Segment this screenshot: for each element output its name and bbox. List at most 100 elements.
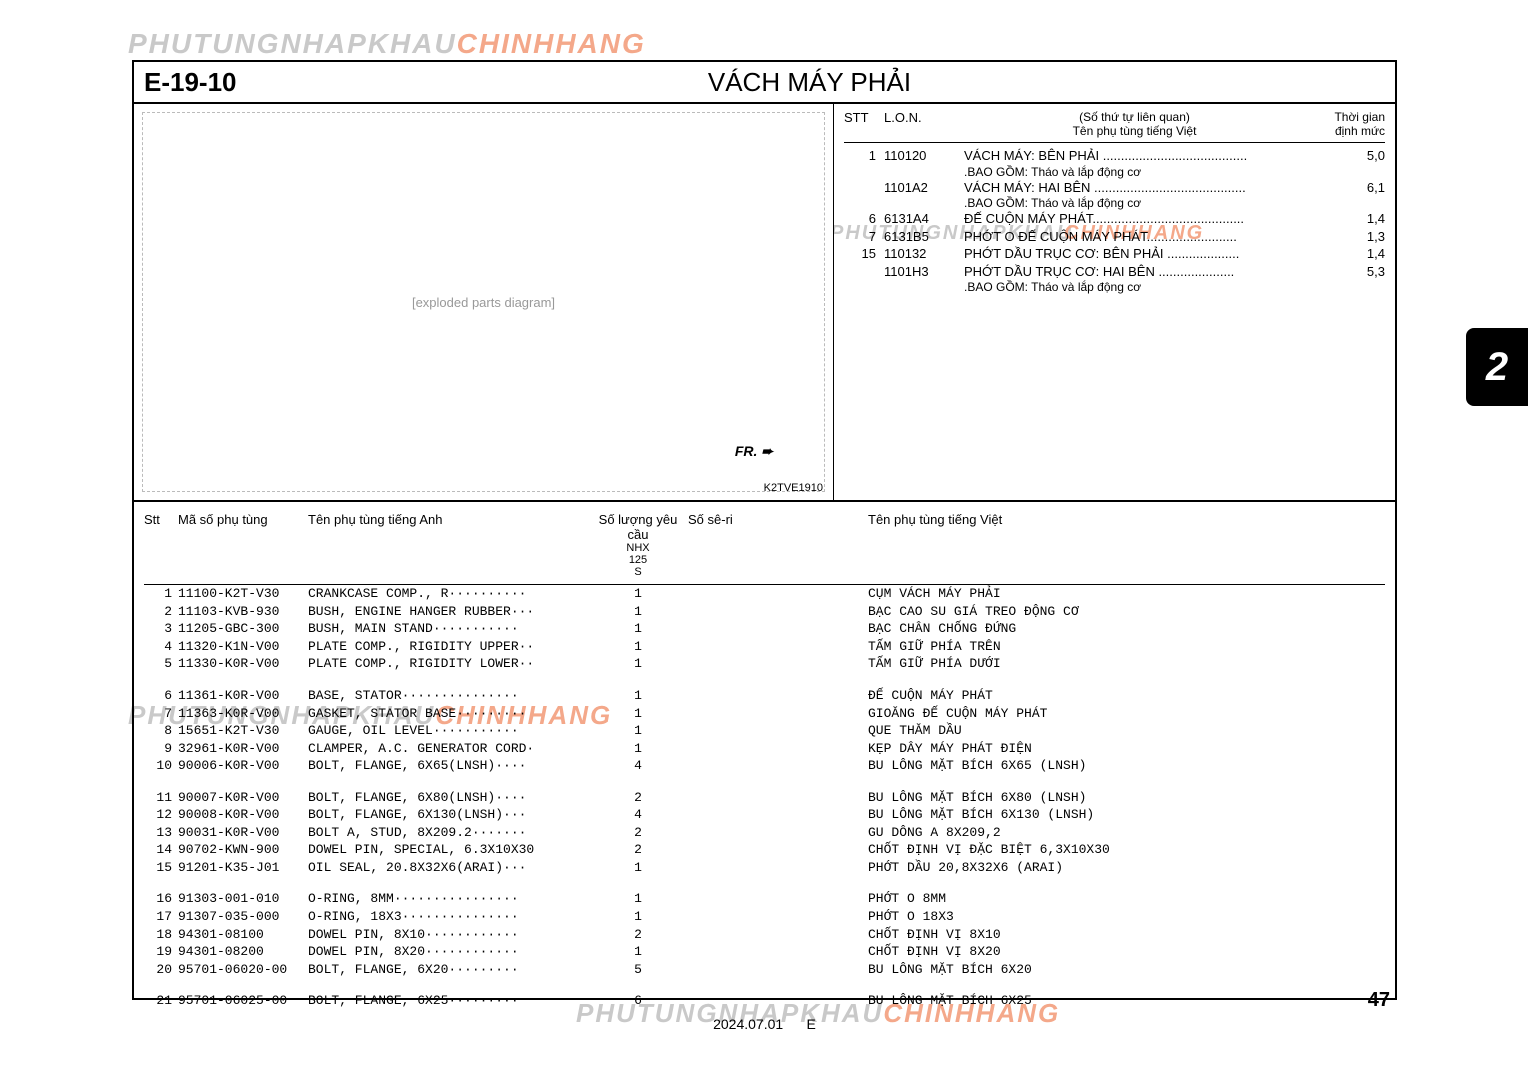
pr-stt: 5 <box>144 655 178 673</box>
pr-vn: PHỚT O 8MM <box>868 890 1385 908</box>
ref-row: 1101A2VÁCH MÁY: HAI BÊN ................… <box>844 179 1385 197</box>
ref-row: 1101H3PHỚT DẦU TRỤC CƠ: HAI BÊN ........… <box>844 263 1385 281</box>
pr-vn: BU LÔNG MẶT BÍCH 6X130 (LNSH) <box>868 806 1385 824</box>
pr-pn: 15651-K2T-V30 <box>178 722 308 740</box>
pr-serial <box>688 585 868 603</box>
pr-vn: CHỐT ĐỊNH VỊ 8X20 <box>868 943 1385 961</box>
pr-qty: 1 <box>588 740 688 758</box>
pr-serial <box>688 961 868 979</box>
pr-qty: 2 <box>588 926 688 944</box>
pr-vn: CHỐT ĐỊNH VỊ 8X10 <box>868 926 1385 944</box>
ref-stt: 15 <box>844 245 884 263</box>
ref-row: 15110132PHỚT DẦU TRỤC CƠ: BÊN PHẢI .....… <box>844 245 1385 263</box>
parts-area: Stt Mã số phụ tùng Tên phụ tùng tiếng An… <box>134 502 1395 1020</box>
pr-pn: 11205-GBC-300 <box>178 620 308 638</box>
pr-qty: 2 <box>588 824 688 842</box>
pr-serial <box>688 722 868 740</box>
ref-stt <box>844 179 884 197</box>
pr-serial <box>688 687 868 705</box>
parts-row: 1994301-08200DOWEL PIN, 8X20············… <box>144 943 1385 961</box>
ref-lon: 1101H3 <box>884 263 964 281</box>
ref-note: .BAO GỒM: Tháo và lắp động cơ <box>844 165 1385 179</box>
parts-row: 411320-K1N-V00PLATE COMP., RIGIDITY UPPE… <box>144 638 1385 656</box>
pr-serial <box>688 789 868 807</box>
pr-en: PLATE COMP., RIGIDITY UPPER·· <box>308 638 588 656</box>
pr-serial <box>688 890 868 908</box>
pr-qty: 1 <box>588 722 688 740</box>
ref-time: 5,3 <box>1305 263 1385 281</box>
pr-pn: 95701-06025-00 <box>178 992 308 1010</box>
pr-en: BUSH, MAIN STAND··········· <box>308 620 588 638</box>
pr-vn: QUE THĂM DẦU <box>868 722 1385 740</box>
section-tab: 2 <box>1466 328 1528 406</box>
pr-serial <box>688 992 868 1010</box>
ref-lon: 1101A2 <box>884 179 964 197</box>
pr-vn: CỤM VÁCH MÁY PHẢI <box>868 585 1385 603</box>
pr-vn: CHỐT ĐỊNH VỊ ĐẶC BIỆT 6,3X10X30 <box>868 841 1385 859</box>
header-row: E-19-10 VÁCH MÁY PHẢI <box>134 62 1395 104</box>
pr-vn: PHỚT O 18X3 <box>868 908 1385 926</box>
ref-name: VÁCH MÁY: HAI BÊN ......................… <box>964 179 1305 197</box>
ref-time: 6,1 <box>1305 179 1385 197</box>
ref-table: STT L.O.N. (Số thứ tự liên quan) Tên phụ… <box>834 104 1395 500</box>
pr-en: PLATE COMP., RIGIDITY LOWER·· <box>308 655 588 673</box>
pr-stt: 2 <box>144 603 178 621</box>
ref-lon: 110132 <box>884 245 964 263</box>
pr-stt: 14 <box>144 841 178 859</box>
pr-en: DOWEL PIN, 8X10············ <box>308 926 588 944</box>
pr-serial <box>688 757 868 775</box>
pr-stt: 4 <box>144 638 178 656</box>
pr-qty: 1 <box>588 687 688 705</box>
pr-en: GASKET, STATOR BASE········· <box>308 705 588 723</box>
ref-stt: 7 <box>844 228 884 246</box>
pr-en: BUSH, ENGINE HANGER RUBBER··· <box>308 603 588 621</box>
pr-pn: 90008-K0R-V00 <box>178 806 308 824</box>
pr-en: DOWEL PIN, 8X20············ <box>308 943 588 961</box>
ref-h-lon: L.O.N. <box>884 110 964 138</box>
ref-stt: 6 <box>844 210 884 228</box>
pr-vn: TẤM GIỮ PHÍA DƯỚI <box>868 655 1385 673</box>
pr-serial <box>688 824 868 842</box>
pr-en: BOLT, FLANGE, 6X130(LNSH)··· <box>308 806 588 824</box>
parts-row: 1691303-001-010O-RING, 8MM··············… <box>144 890 1385 908</box>
pr-serial <box>688 926 868 944</box>
pr-vn: BU LÔNG MẶT BÍCH 6X80 (LNSH) <box>868 789 1385 807</box>
pr-stt: 13 <box>144 824 178 842</box>
pr-stt: 11 <box>144 789 178 807</box>
ref-row: 66131A4ĐẾ CUỘN MÁY PHÁT.................… <box>844 210 1385 228</box>
ref-h-stt: STT <box>844 110 884 138</box>
ref-name: PHỚT DẦU TRỤC CƠ: HAI BÊN ..............… <box>964 263 1305 281</box>
pr-stt: 3 <box>144 620 178 638</box>
pr-en: O-RING, 18X3··············· <box>308 908 588 926</box>
parts-row: 1090006-K0R-V00BOLT, FLANGE, 6X65(LNSH)·… <box>144 757 1385 775</box>
pr-en: BOLT, FLANGE, 6X25········· <box>308 992 588 1010</box>
ref-h-name: (Số thứ tự liên quan) Tên phụ tùng tiếng… <box>964 110 1305 138</box>
ref-name: ĐẾ CUỘN MÁY PHÁT........................… <box>964 210 1305 228</box>
pr-serial <box>688 841 868 859</box>
pr-vn: GIOĂNG ĐẾ CUỘN MÁY PHÁT <box>868 705 1385 723</box>
ph-pn: Mã số phụ tùng <box>178 512 308 578</box>
ref-time: 1,4 <box>1305 245 1385 263</box>
parts-row: 1490702-KWN-900DOWEL PIN, SPECIAL, 6.3X1… <box>144 841 1385 859</box>
pr-vn: GU DÔNG A 8X209,2 <box>868 824 1385 842</box>
pr-en: O-RING, 8MM················ <box>308 890 588 908</box>
pr-en: DOWEL PIN, SPECIAL, 6.3X10X30 <box>308 841 588 859</box>
pr-stt: 8 <box>144 722 178 740</box>
ref-row: 1110120VÁCH MÁY: BÊN PHẢI ..............… <box>844 147 1385 165</box>
pr-qty: 2 <box>588 789 688 807</box>
parts-row: 611361-K0R-V00BASE, STATOR··············… <box>144 687 1385 705</box>
parts-row: 2095701-06020-00BOLT, FLANGE, 6X20······… <box>144 961 1385 979</box>
upper-area: [exploded parts diagram] FR. ➨ K2TVE1910… <box>134 104 1395 502</box>
pr-qty: 1 <box>588 585 688 603</box>
pr-qty: 1 <box>588 943 688 961</box>
pr-en: CLAMPER, A.C. GENERATOR CORD· <box>308 740 588 758</box>
ref-lon: 110120 <box>884 147 964 165</box>
ref-h-time: Thời gian định mức <box>1305 110 1385 138</box>
pr-stt: 15 <box>144 859 178 877</box>
parts-row: 932961-K0R-V00CLAMPER, A.C. GENERATOR CO… <box>144 740 1385 758</box>
pr-serial <box>688 620 868 638</box>
pr-vn: BẠC CAO SU GIÁ TREO ĐỘNG CƠ <box>868 603 1385 621</box>
parts-row: 1791307-035-000O-RING, 18X3·············… <box>144 908 1385 926</box>
ref-lon: 6131A4 <box>884 210 964 228</box>
parts-row: 815651-K2T-V30GAUGE, OIL LEVEL··········… <box>144 722 1385 740</box>
